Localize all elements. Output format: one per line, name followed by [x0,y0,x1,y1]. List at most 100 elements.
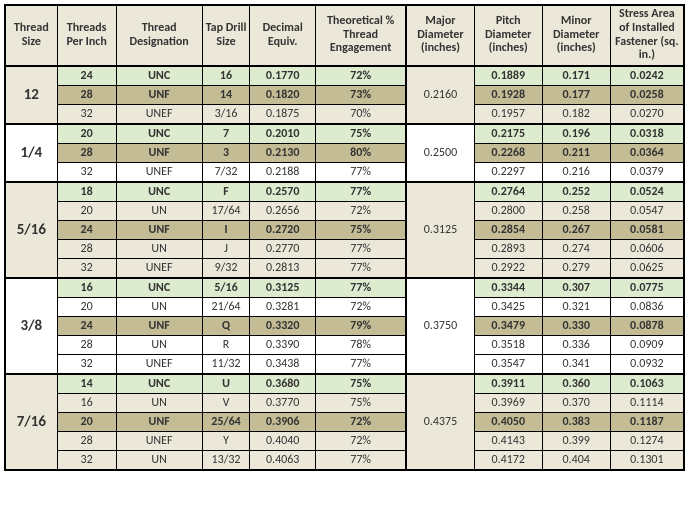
major-diameter-cell: 0.4375 [406,374,474,470]
cell-tpi: 32 [57,355,116,375]
cell-pitch: 0.4143 [474,432,542,451]
cell-desig: UNEF [116,432,202,451]
cell-stress: 0.0932 [610,355,684,375]
cell-desig: UNEF [116,105,202,125]
cell-tpi: 20 [57,124,116,144]
cell-pitch: 0.2175 [474,124,542,144]
cell-stress: 0.0581 [610,221,684,240]
cell-desig: UNEF [116,163,202,183]
thread-table: Thread Size Threads Per Inch Thread Desi… [4,4,685,471]
cell-minor: 0.330 [542,317,610,336]
cell-dec: 0.2656 [250,202,316,221]
cell-dec: 0.3770 [250,394,316,413]
cell-drill: 7 [202,124,250,144]
cell-minor: 0.211 [542,144,610,163]
cell-dec: 0.3390 [250,336,316,355]
cell-pitch: 0.4172 [474,451,542,471]
cell-drill: 7/32 [202,163,250,183]
table-row: 28UNEFY0.404072%0.41430.3990.1274 [5,432,684,451]
cell-desig: UN [116,240,202,259]
cell-tpi: 32 [57,259,116,279]
cell-drill: Y [202,432,250,451]
cell-drill: 14 [202,86,250,105]
table-row: 32UN13/320.406377%0.41720.4040.1301 [5,451,684,471]
cell-stress: 0.0258 [610,86,684,105]
table-row: 28UNR0.339078%0.35180.3360.0909 [5,336,684,355]
cell-minor: 0.274 [542,240,610,259]
cell-drill: 3/16 [202,105,250,125]
cell-minor: 0.341 [542,355,610,375]
cell-dec: 0.3906 [250,413,316,432]
table-row: 1224UNC160.177072%0.21600.18890.1710.024… [5,66,684,86]
cell-dec: 0.2130 [250,144,316,163]
cell-pitch: 0.2893 [474,240,542,259]
cell-desig: UN [116,451,202,471]
cell-drill: 3 [202,144,250,163]
table-row: 28UNF140.182073%0.19280.1770.0258 [5,86,684,105]
cell-pitch: 0.3518 [474,336,542,355]
cell-pitch: 0.2268 [474,144,542,163]
header-row: Thread Size Threads Per Inch Thread Desi… [5,5,684,66]
cell-stress: 0.0775 [610,278,684,298]
h-stress: Stress Area of Installed Fastener (sq. i… [610,5,684,66]
cell-stress: 0.0379 [610,163,684,183]
cell-dec: 0.4040 [250,432,316,451]
cell-eng: 72% [316,298,407,317]
cell-stress: 0.1063 [610,374,684,394]
thread-size-cell: 5/16 [5,182,57,278]
cell-tpi: 32 [57,105,116,125]
thread-size-cell: 3/8 [5,278,57,374]
cell-eng: 73% [316,86,407,105]
h-dec: Decimal Equiv. [250,5,316,66]
thread-size-cell: 12 [5,66,57,124]
cell-pitch: 0.1889 [474,66,542,86]
table-row: 3/816UNC5/160.312577%0.37500.33440.3070.… [5,278,684,298]
cell-tpi: 18 [57,182,116,202]
major-diameter-cell: 0.2500 [406,124,474,182]
cell-minor: 0.267 [542,221,610,240]
cell-minor: 0.321 [542,298,610,317]
cell-eng: 77% [316,355,407,375]
cell-eng: 75% [316,374,407,394]
major-diameter-cell: 0.2160 [406,66,474,124]
cell-pitch: 0.2297 [474,163,542,183]
cell-desig: UNC [116,374,202,394]
cell-drill: 11/32 [202,355,250,375]
cell-tpi: 20 [57,413,116,432]
cell-eng: 72% [316,66,407,86]
cell-tpi: 32 [57,451,116,471]
cell-eng: 77% [316,278,407,298]
cell-pitch: 0.3911 [474,374,542,394]
table-row: 16UNV0.377075%0.39690.3700.1114 [5,394,684,413]
cell-pitch: 0.2922 [474,259,542,279]
table-row: 28UNF30.213080%0.22680.2110.0364 [5,144,684,163]
cell-desig: UNC [116,124,202,144]
cell-pitch: 0.3344 [474,278,542,298]
cell-dec: 0.2720 [250,221,316,240]
cell-eng: 77% [316,451,407,471]
cell-stress: 0.0625 [610,259,684,279]
cell-desig: UNC [116,182,202,202]
cell-tpi: 24 [57,66,116,86]
cell-dec: 0.2770 [250,240,316,259]
h-tpi: Threads Per Inch [57,5,116,66]
cell-dec: 0.2188 [250,163,316,183]
cell-dec: 0.3438 [250,355,316,375]
cell-dec: 0.3125 [250,278,316,298]
cell-tpi: 20 [57,298,116,317]
table-row: 20UN17/640.265672%0.28000.2580.0547 [5,202,684,221]
cell-tpi: 32 [57,163,116,183]
cell-dec: 0.3680 [250,374,316,394]
cell-eng: 72% [316,202,407,221]
table-row: 24UNFQ0.332079%0.34790.3300.0878 [5,317,684,336]
cell-pitch: 0.3547 [474,355,542,375]
cell-dec: 0.1820 [250,86,316,105]
cell-stress: 0.0524 [610,182,684,202]
cell-minor: 0.370 [542,394,610,413]
cell-stress: 0.1114 [610,394,684,413]
cell-minor: 0.196 [542,124,610,144]
cell-eng: 75% [316,124,407,144]
cell-pitch: 0.2800 [474,202,542,221]
cell-dec: 0.4063 [250,451,316,471]
cell-minor: 0.177 [542,86,610,105]
